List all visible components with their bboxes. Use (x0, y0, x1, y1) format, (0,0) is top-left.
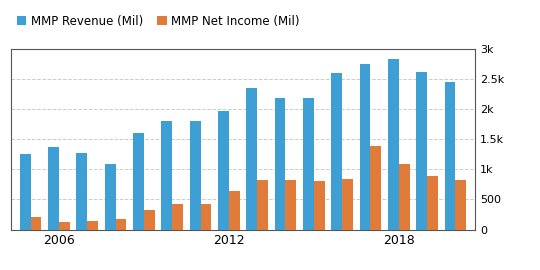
Bar (31, 217, 42, 230)
Bar (172, 204, 183, 230)
Bar (246, 88, 257, 229)
Bar (20, 154, 31, 230)
Bar (444, 82, 455, 229)
Bar (144, 210, 154, 230)
Bar (314, 181, 325, 230)
Bar (200, 204, 211, 230)
Bar (116, 219, 126, 230)
Bar (190, 121, 200, 230)
Bar (332, 73, 342, 230)
Bar (48, 147, 59, 230)
Bar (360, 64, 370, 230)
Bar (87, 221, 98, 230)
Bar (257, 180, 268, 230)
Bar (427, 176, 438, 230)
Bar (105, 164, 116, 230)
Bar (77, 153, 87, 230)
Bar (59, 222, 70, 230)
Bar (388, 59, 399, 230)
Bar (275, 98, 286, 230)
Bar (416, 72, 427, 230)
Bar (455, 180, 466, 230)
Bar (229, 191, 240, 230)
Bar (218, 111, 229, 230)
Bar (303, 98, 314, 230)
Bar (399, 164, 409, 230)
Bar (342, 179, 353, 230)
Bar (370, 146, 381, 230)
Bar (161, 121, 172, 230)
Bar (286, 180, 296, 230)
Legend: MMP Revenue (Mil), MMP Net Income (Mil): MMP Revenue (Mil), MMP Net Income (Mil) (17, 15, 300, 28)
Bar (133, 133, 144, 230)
